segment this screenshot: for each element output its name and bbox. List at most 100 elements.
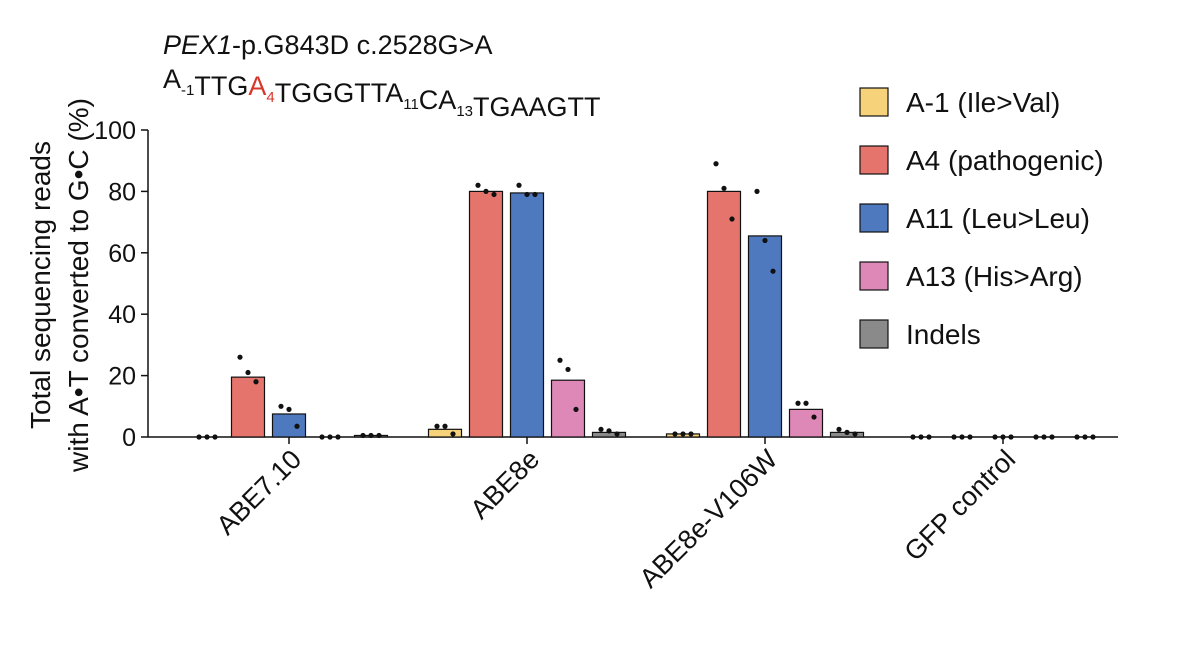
replicate-dot xyxy=(926,434,932,440)
bar xyxy=(230,376,266,438)
replicate-dot xyxy=(844,429,850,435)
replicate-dot xyxy=(614,431,620,437)
replicate-dot xyxy=(606,428,612,434)
legend-label: A11 (Leu>Leu) xyxy=(906,203,1090,234)
bar xyxy=(468,190,504,438)
replicate-dot xyxy=(811,414,817,420)
replicate-dot xyxy=(327,434,333,440)
legend-label: A4 (pathogenic) xyxy=(906,145,1104,176)
replicate-dot xyxy=(573,406,579,412)
replicate-dot xyxy=(967,434,973,440)
legend-swatch xyxy=(859,203,889,233)
sequence-part: TGAAGTT xyxy=(473,92,601,122)
replicate-dot xyxy=(1008,434,1014,440)
replicate-dot xyxy=(196,434,202,440)
bar xyxy=(788,408,824,438)
replicate-dot xyxy=(360,432,366,439)
replicate-dot xyxy=(1041,434,1047,440)
replicate-dot xyxy=(910,434,916,440)
bar xyxy=(509,192,545,438)
replicate-dot xyxy=(959,434,965,440)
replicate-dot xyxy=(491,191,497,198)
replicate-dot xyxy=(442,423,448,429)
y-axis-label: Total sequencing reads xyxy=(25,141,56,429)
replicate-dot xyxy=(598,426,604,432)
replicate-dot xyxy=(237,354,243,360)
replicate-dot xyxy=(557,357,563,363)
replicate-dot xyxy=(754,188,760,194)
legend-label: A13 (His>Arg) xyxy=(906,261,1083,292)
replicate-dot xyxy=(294,423,300,429)
replicate-dot xyxy=(713,161,719,167)
replicate-dot xyxy=(204,434,210,440)
sequence-subscript: 4 xyxy=(266,89,274,106)
replicate-dot xyxy=(672,431,678,437)
replicate-dot xyxy=(1074,434,1080,440)
replicate-dot xyxy=(532,191,538,198)
replicate-dot xyxy=(434,423,440,429)
chart-subtitle: A-1TTGA4TGGGTTA11CA13TGAAGTT xyxy=(163,64,601,122)
replicate-dot xyxy=(992,434,998,440)
replicate-dot xyxy=(1049,434,1055,440)
y-axis-label: with A•T converted to G•C (%) xyxy=(63,98,94,473)
legend-swatch xyxy=(859,87,889,117)
replicate-dot xyxy=(729,216,735,222)
bar xyxy=(706,190,742,438)
replicate-dot xyxy=(475,182,481,188)
bar xyxy=(427,428,463,438)
y-tick-label: 100 xyxy=(94,117,136,145)
y-tick-label: 20 xyxy=(108,363,136,391)
replicate-dot xyxy=(450,431,456,437)
x-tick-label: ABE8e-V106W xyxy=(634,444,784,594)
title-part: PEX1 xyxy=(163,30,232,60)
x-tick-label: GFP control xyxy=(899,444,1022,567)
replicate-dot xyxy=(335,434,341,440)
sequence-part: CA xyxy=(419,85,457,115)
replicate-dot xyxy=(286,406,292,412)
replicate-dot xyxy=(770,268,776,274)
x-tick-label: ABE7.10 xyxy=(211,444,308,541)
bar xyxy=(747,235,783,438)
replicate-dot xyxy=(319,434,325,440)
y-tick-label: 60 xyxy=(108,240,136,268)
replicate-dot xyxy=(212,434,218,440)
replicate-dot xyxy=(762,237,768,244)
replicate-dot xyxy=(680,431,686,437)
legend-swatch xyxy=(859,319,889,349)
replicate-dot xyxy=(688,431,694,437)
replicate-dot xyxy=(951,434,957,440)
y-tick-label: 80 xyxy=(108,178,136,206)
replicate-dot xyxy=(368,432,374,439)
replicate-dot xyxy=(376,432,382,439)
x-tick-label: ABE8e xyxy=(465,444,546,525)
bar xyxy=(550,379,586,438)
replicate-dot xyxy=(918,434,924,440)
replicate-dot xyxy=(795,400,801,406)
replicate-dot xyxy=(524,191,530,198)
legend-label: Indels xyxy=(906,319,981,350)
title-part: -p.G843D c.2528G>A xyxy=(232,30,492,60)
sequence-part: TTG xyxy=(194,71,248,101)
replicate-dot xyxy=(483,188,489,194)
sequence-subscript: 13 xyxy=(456,103,473,120)
replicate-dot xyxy=(836,426,842,432)
sequence-part: A xyxy=(163,64,181,94)
replicate-dot xyxy=(1000,434,1006,440)
sequence-part: A xyxy=(248,71,266,101)
replicate-dot xyxy=(565,366,571,373)
replicate-dot xyxy=(253,379,259,385)
replicate-dot xyxy=(803,400,809,406)
replicate-dot xyxy=(278,403,284,409)
y-tick-label: 0 xyxy=(122,424,136,452)
sequence-subscript: 11 xyxy=(403,96,419,113)
bar xyxy=(271,413,307,438)
replicate-dot xyxy=(245,369,251,376)
replicate-dot xyxy=(721,185,727,191)
legend-swatch xyxy=(859,261,889,291)
replicate-dot xyxy=(1090,434,1096,440)
replicate-dot xyxy=(852,431,858,437)
replicate-dot xyxy=(1082,434,1088,440)
legend-swatch xyxy=(859,145,889,175)
